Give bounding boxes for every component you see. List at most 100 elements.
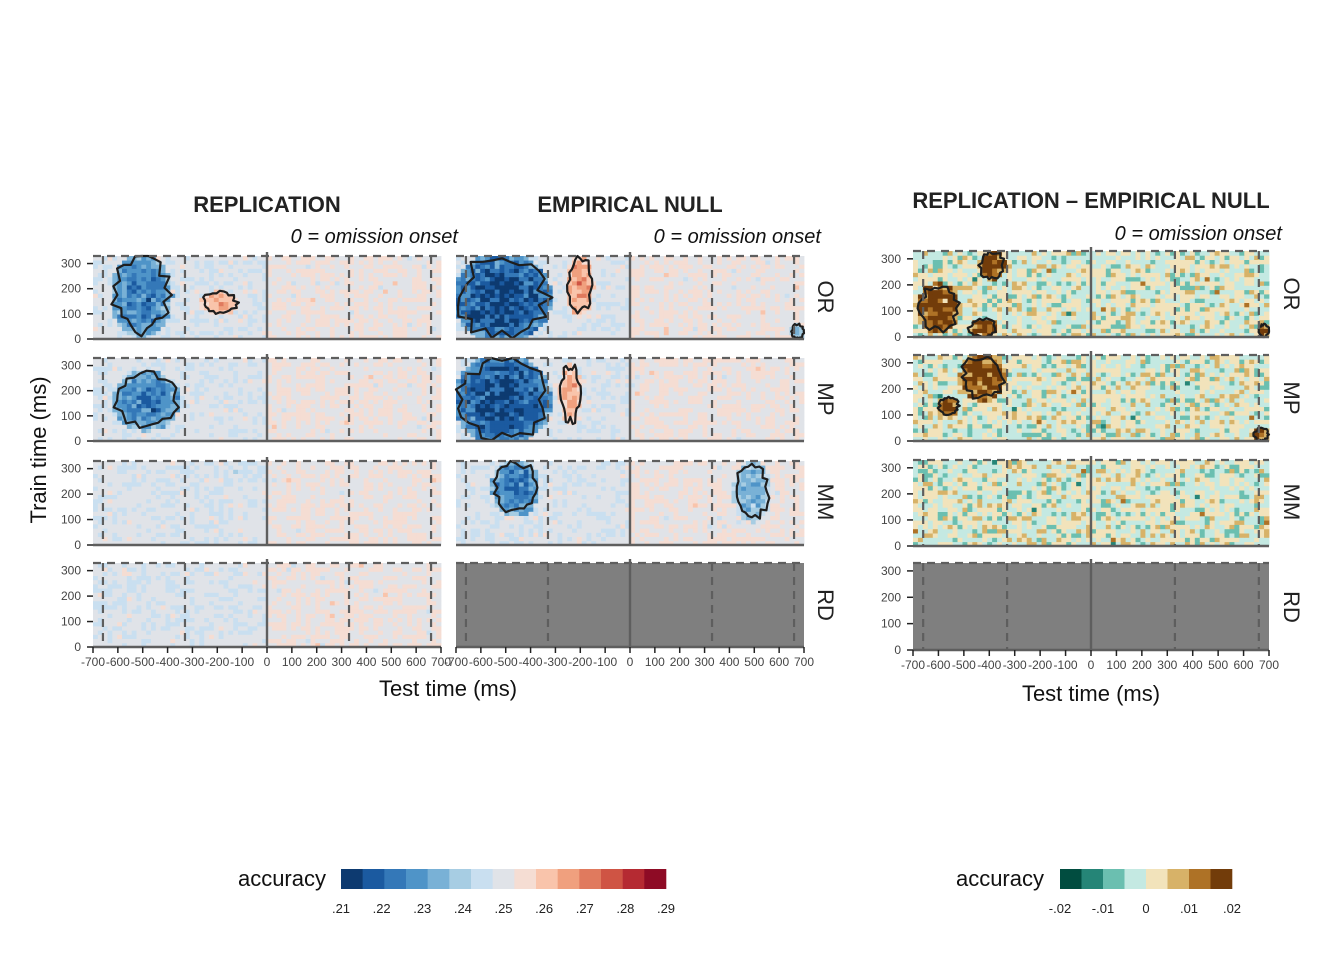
heatmap-cell [320, 486, 326, 491]
heatmap-cell [262, 432, 268, 438]
heatmap-cell [325, 285, 331, 290]
heatmap-cell [392, 519, 398, 525]
heatmap-cell [276, 626, 282, 631]
heatmap-cell [146, 511, 152, 516]
heatmap-cell [402, 407, 408, 413]
heatmap-cell [416, 318, 423, 323]
heatmap-cell [160, 370, 166, 375]
heatmap-cell [383, 482, 389, 487]
heatmap-cell [228, 503, 234, 508]
heatmap-cell [131, 638, 137, 644]
heatmap-cell [315, 293, 321, 298]
heatmap-cell [209, 334, 215, 340]
heatmap-cell [257, 301, 263, 307]
heatmap-cell [334, 621, 340, 627]
heatmap-cell [378, 330, 384, 336]
heatmap-cell [421, 613, 427, 618]
heatmap-cell [242, 305, 249, 311]
heatmap-cell [247, 465, 253, 470]
heatmap-cell [165, 486, 171, 491]
heatmap-cell [334, 503, 340, 508]
heatmap-cell [141, 268, 147, 273]
heatmap-cell [276, 473, 282, 479]
heatmap-cell [344, 436, 350, 442]
heatmap-cell [126, 285, 133, 290]
heatmap-cell [131, 482, 137, 487]
heatmap-cell [131, 378, 137, 384]
heatmap-cell [383, 301, 389, 307]
heatmap-cell [397, 515, 403, 521]
heatmap-cell [238, 268, 244, 273]
heatmap-cell [155, 256, 162, 261]
heatmap-cell [262, 334, 268, 340]
heatmap-cell [349, 309, 355, 315]
heatmap-cell [165, 374, 171, 380]
heatmap-cell [436, 326, 442, 332]
y-tick-label: 300 [61, 462, 81, 476]
heatmap-cell [397, 260, 403, 265]
heatmap-cell [242, 519, 249, 525]
heatmap-cell [107, 395, 113, 400]
heatmap-cell [349, 285, 355, 290]
heatmap-cell [344, 285, 350, 290]
heatmap-cell [344, 318, 350, 323]
heatmap-cell [267, 301, 273, 307]
heatmap-cell [247, 272, 253, 278]
heatmap-cell [247, 256, 253, 261]
heatmap-cell [117, 477, 123, 483]
heatmap-cell [407, 613, 413, 618]
heatmap-cell [213, 395, 220, 400]
heatmap-cell [329, 309, 336, 315]
heatmap-cell [378, 498, 384, 504]
heatmap-cell [383, 395, 389, 400]
heatmap-cell [392, 630, 398, 635]
heatmap-cell [344, 536, 350, 542]
heatmap-cell [238, 490, 244, 495]
heatmap-cell [107, 626, 113, 631]
heatmap-cell [349, 305, 355, 311]
heatmap-cell [339, 387, 345, 392]
heatmap-cell [305, 416, 311, 421]
heatmap-cell [189, 540, 195, 546]
heatmap-cell [416, 507, 423, 512]
heatmap-cell [126, 465, 133, 470]
heatmap-cell [170, 630, 176, 635]
heatmap-cell [218, 280, 224, 286]
heatmap-cell [416, 424, 423, 429]
heatmap-cell [228, 297, 234, 303]
heatmap-cell [141, 515, 147, 521]
heatmap-cell [349, 630, 355, 635]
heatmap-cell [136, 613, 142, 618]
heatmap-cell [136, 370, 142, 375]
heatmap-cell [363, 280, 369, 286]
heatmap-cell [141, 362, 147, 367]
heatmap-cell [276, 264, 282, 269]
heatmap-cell [358, 330, 365, 336]
heatmap-cell [262, 289, 268, 294]
heatmap-cell [397, 314, 403, 319]
heatmap-cell [209, 268, 215, 273]
heatmap-cell [402, 432, 408, 438]
heatmap-cell [175, 532, 181, 537]
heatmap-cell [397, 382, 403, 388]
heatmap-cell [276, 524, 282, 529]
heatmap-cell [184, 280, 191, 286]
heatmap-cell [329, 432, 336, 438]
heatmap-cell [93, 334, 99, 340]
heatmap-cell [436, 407, 442, 413]
heatmap-cell [368, 391, 374, 396]
heatmap-cell [165, 532, 171, 537]
heatmap-cell [228, 378, 234, 384]
heatmap-cell [305, 382, 311, 388]
heatmap-cell [368, 378, 374, 384]
heatmap-cell [300, 473, 307, 479]
heatmap-cell [204, 374, 210, 380]
heatmap-cell [97, 519, 104, 525]
heatmap-cell [397, 378, 403, 384]
heatmap-cell [334, 370, 340, 375]
heatmap-cell [165, 465, 171, 470]
heatmap-cell [392, 477, 398, 483]
heatmap-cell [238, 289, 244, 294]
heatmap-cell [189, 519, 195, 525]
heatmap-cell [223, 424, 229, 429]
